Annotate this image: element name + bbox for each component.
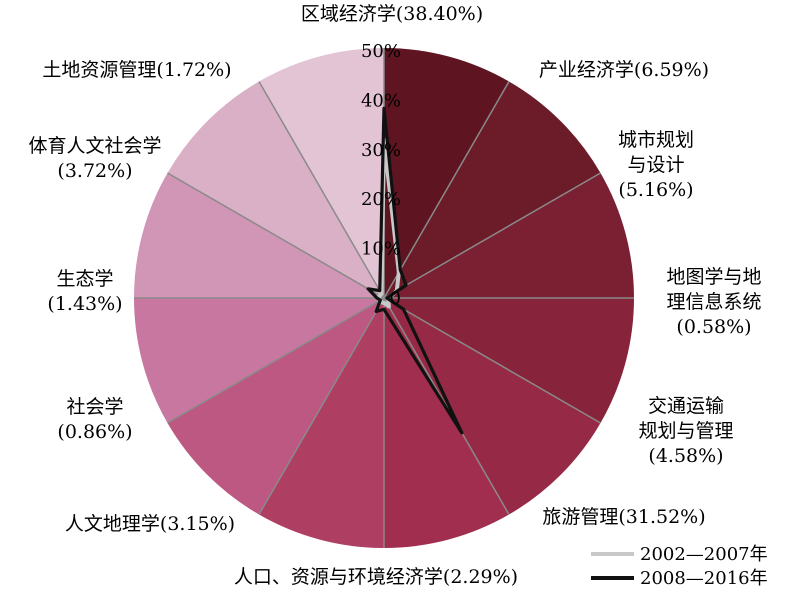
category-label: 社会学(0.86%) [57, 396, 132, 443]
category-label: 产业经济学(6.59%) [539, 59, 709, 81]
radial-ticks: 0 10% 20% 30% 40% 50% [361, 41, 401, 309]
radial-tick-label: 20% [361, 189, 401, 210]
grid-spoke-7 [258, 297, 385, 515]
series-line-1 [366, 106, 464, 435]
legend: 2002—2007年 2008—2016年 [591, 544, 768, 589]
category-label: 人文地理学(3.15%) [65, 513, 235, 535]
sector-wedge-7 [259, 298, 384, 548]
radial-tick-label: 10% [361, 239, 401, 260]
grid-spoke-4 [383, 297, 601, 424]
sector-wedge-3 [384, 173, 634, 298]
legend-label-1: 2008—2016年 [640, 568, 768, 589]
grid-spoke-2 [383, 172, 601, 299]
sector-wedge-1 [384, 48, 509, 298]
sector-wedge-2 [384, 81, 601, 299]
category-label: 地图学与地理信息系统(0.58%) [666, 266, 761, 338]
radial-tick-label: 0 [390, 288, 401, 309]
grid-spoke-8 [167, 297, 385, 424]
grid-spoke-11 [258, 81, 385, 299]
sector-wedge-8 [167, 298, 384, 515]
category-label: 人口、资源与环境经济学(2.29%) [234, 566, 518, 588]
category-label: 区域经济学(38.40%) [301, 3, 483, 25]
legend-label-0: 2002—2007年 [640, 544, 768, 565]
category-label: 交通运输规划与管理(4.58%) [638, 395, 733, 467]
sector-wedge-5 [384, 298, 601, 515]
sector-wedge-9 [133, 298, 384, 423]
grid-spoke-10 [167, 172, 385, 299]
data-series [366, 106, 464, 435]
category-label: 城市规划与设计(5.16%) [618, 129, 694, 201]
category-labels: 区域经济学(38.40%) 产业经济学(6.59%) 城市规划与设计(5.16%) 地… [28, 3, 761, 588]
radial-tick-label: 30% [361, 140, 401, 161]
category-label: 旅游管理(31.52%) [542, 506, 705, 528]
sector-wedges [133, 47, 634, 548]
category-label: 土地资源管理(1.72%) [42, 59, 231, 81]
sector-wedge-4 [384, 298, 634, 423]
sector-wedge-11 [167, 81, 384, 299]
sector-wedge-10 [134, 173, 384, 298]
sector-wedge-0 [259, 47, 384, 298]
category-label: 体育人文社会学(3.72%) [28, 135, 161, 182]
radial-tick-label: 40% [361, 90, 401, 111]
radial-tick-label: 50% [361, 41, 401, 62]
grid-spoke-1 [383, 81, 510, 299]
category-label: 生态学(1.43%) [47, 268, 122, 315]
